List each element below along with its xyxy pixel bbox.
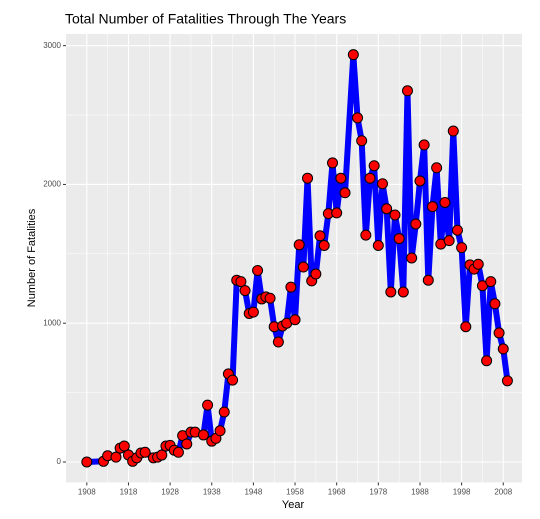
x-tick-label: 1948 — [244, 488, 262, 497]
x-tick-label: 1928 — [161, 488, 179, 497]
data-point — [214, 425, 226, 437]
data-point — [372, 240, 384, 252]
data-point — [235, 276, 247, 288]
data-point — [410, 218, 422, 230]
data-point — [247, 306, 259, 318]
data-point — [314, 230, 326, 242]
data-point — [293, 239, 305, 251]
data-point — [331, 207, 343, 219]
data-point — [414, 175, 426, 187]
data-point — [431, 162, 443, 174]
x-tick-label: 1998 — [453, 488, 471, 497]
data-point — [81, 456, 93, 468]
x-tick-label: 1978 — [369, 488, 387, 497]
data-point — [501, 375, 513, 387]
data-point — [264, 292, 276, 304]
data-point — [327, 157, 339, 169]
data-point — [426, 201, 438, 213]
data-point — [239, 285, 251, 297]
data-point — [218, 406, 230, 418]
data-point — [368, 160, 380, 172]
data-point — [335, 172, 347, 184]
data-point — [485, 276, 497, 288]
data-point — [397, 286, 409, 298]
data-point — [352, 112, 364, 124]
data-point — [227, 374, 239, 386]
x-tick-label: 1958 — [286, 488, 304, 497]
data-point — [385, 286, 397, 298]
data-point — [460, 321, 472, 333]
data-point — [118, 440, 130, 452]
plot-panel — [66, 34, 522, 483]
data-point — [381, 203, 393, 215]
x-tick-label: 1988 — [411, 488, 429, 497]
chart-title: Total Number of Fatalities Through The Y… — [65, 11, 346, 27]
data-point — [139, 446, 151, 458]
x-axis-label: Year — [282, 499, 305, 511]
data-point — [393, 233, 405, 245]
x-tick-label: 1908 — [78, 488, 96, 497]
data-point — [272, 336, 284, 348]
data-point — [347, 49, 359, 61]
x-tick-label: 1938 — [203, 488, 221, 497]
data-point — [489, 298, 501, 310]
data-point — [456, 242, 468, 254]
data-point — [310, 268, 322, 280]
data-point — [181, 438, 193, 450]
data-point — [389, 209, 401, 221]
data-point — [285, 281, 297, 293]
data-point — [202, 399, 214, 411]
data-point — [451, 224, 463, 236]
x-tick-label: 1968 — [328, 488, 346, 497]
y-tick-label: 1000 — [43, 318, 61, 327]
data-point — [443, 235, 455, 247]
data-point — [110, 451, 122, 463]
data-point — [376, 178, 388, 190]
data-point — [197, 429, 209, 441]
data-point — [493, 327, 505, 339]
y-tick-label: 3000 — [43, 41, 61, 50]
data-point — [356, 135, 368, 147]
data-point — [497, 343, 509, 355]
x-tick-label: 2008 — [494, 488, 512, 497]
data-point — [447, 125, 459, 137]
data-point — [439, 196, 451, 208]
data-point — [339, 187, 351, 199]
data-point — [401, 85, 413, 97]
y-tick-label: 2000 — [43, 180, 61, 189]
y-tick-label: 0 — [57, 457, 62, 466]
data-point — [302, 172, 314, 184]
data-point — [156, 449, 168, 461]
x-tick-label: 1918 — [120, 488, 138, 497]
data-point — [364, 172, 376, 184]
data-point — [481, 355, 493, 367]
y-axis-label: Number of Fatalities — [26, 208, 38, 307]
data-point — [252, 264, 264, 276]
data-point — [360, 229, 372, 241]
data-point — [318, 240, 330, 252]
data-point — [422, 274, 434, 286]
data-point — [289, 314, 301, 326]
data-point — [297, 261, 309, 273]
data-point — [406, 252, 418, 264]
data-point — [172, 446, 184, 458]
data-point — [418, 139, 430, 151]
data-point — [472, 258, 484, 270]
